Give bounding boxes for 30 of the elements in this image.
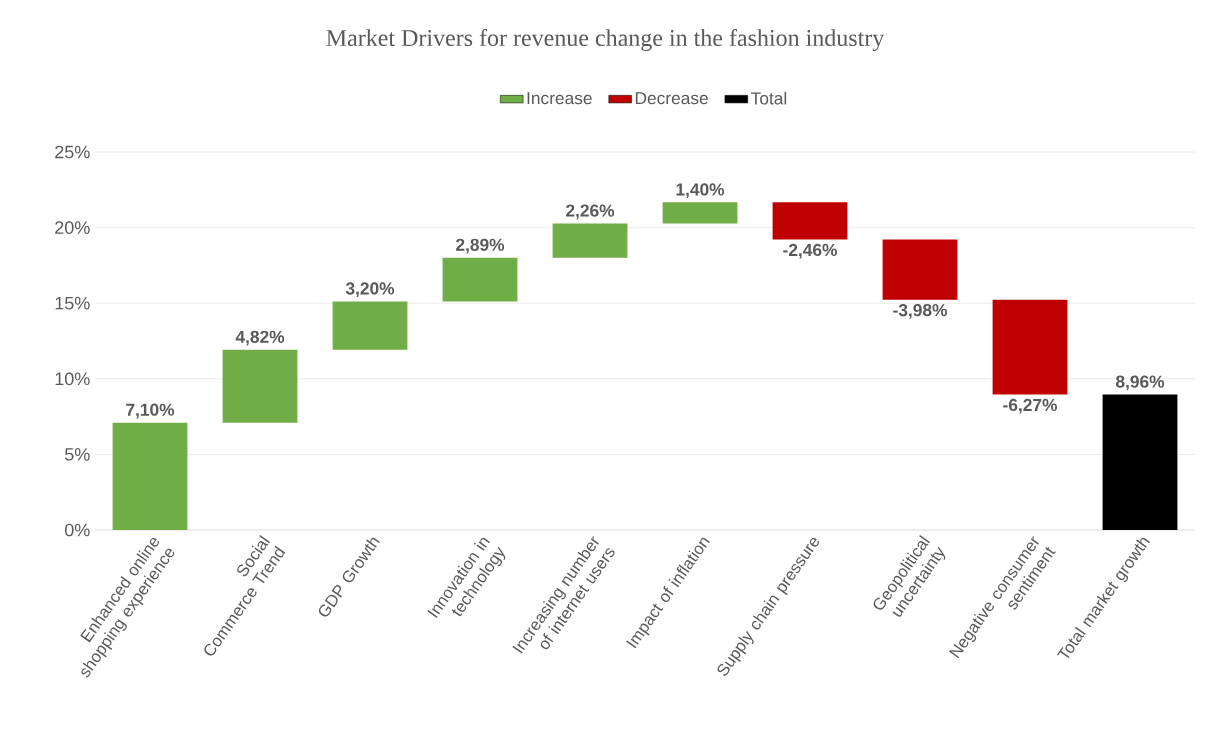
data-label: 7,10% [126, 403, 175, 419]
y-tick-label: 10% [55, 372, 90, 386]
bar [772, 202, 848, 240]
data-label: -2,46% [783, 243, 837, 259]
data-label: -6,27% [1003, 398, 1057, 414]
data-label: -3,98% [893, 303, 947, 319]
legend-label: Increase [527, 92, 592, 105]
bar [222, 349, 298, 423]
data-label: 1,40% [676, 183, 725, 199]
y-tick-label: 0% [64, 523, 90, 537]
bar [332, 301, 408, 350]
bar [442, 257, 518, 302]
bar [662, 202, 738, 224]
data-label: 2,89% [456, 238, 505, 254]
y-tick-label: 15% [55, 296, 90, 310]
bar [882, 239, 958, 300]
y-tick-label: 25% [55, 145, 90, 159]
bar [1102, 394, 1178, 530]
legend-label: Decrease [635, 92, 708, 105]
y-tick-label: 5% [64, 448, 90, 461]
data-label: 8,96% [1115, 375, 1165, 391]
bar [992, 299, 1068, 395]
bar [552, 223, 628, 258]
data-label: 2,26% [566, 204, 615, 220]
bar [112, 422, 188, 530]
y-tick-label: 20% [55, 221, 90, 234]
data-label: 4,82% [235, 330, 285, 346]
chart-title: Market Drivers for revenue change in the fashion industry [326, 28, 885, 52]
data-label: 3,20% [345, 282, 395, 298]
legend-label: Total [751, 91, 787, 105]
